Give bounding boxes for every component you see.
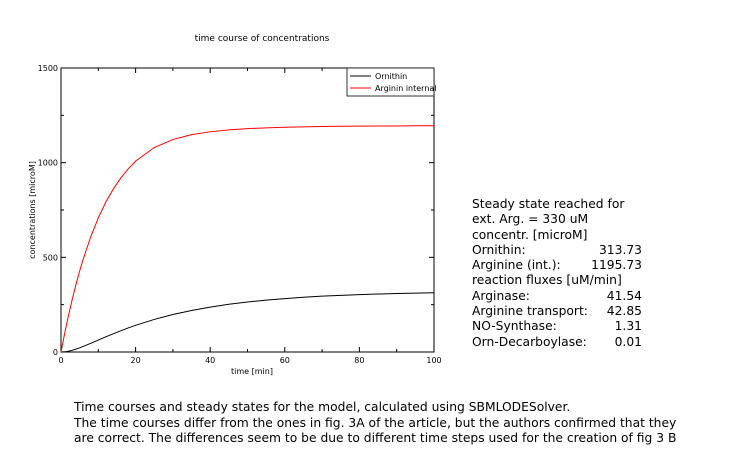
y-tick-label: 1000 — [38, 159, 58, 168]
plot-frame — [60, 67, 435, 353]
figure-caption: Time courses and steady states for the m… — [74, 400, 734, 447]
chart-title: time course of concentrations — [195, 34, 330, 44]
flux-label: Arginase: — [472, 288, 530, 303]
series-layer — [60, 125, 435, 353]
series-line-ornithin — [60, 292, 435, 353]
y-axis-label: concentrations [microM] — [28, 161, 37, 259]
flux-value: 1.31 — [614, 319, 642, 334]
x-tick-label: 40 — [205, 356, 215, 365]
x-axis-label: time [min] — [231, 367, 273, 376]
concentration-heading: concentr. [microM] — [472, 227, 588, 242]
legend-box — [346, 67, 435, 97]
legend: Ornithin Arginin internal — [346, 67, 437, 97]
steady-state-heading: Steady state reached for — [472, 197, 625, 211]
x-tick-label: 20 — [131, 356, 141, 365]
y-tick-label: 1500 — [38, 64, 58, 73]
flux-row-arginase: Arginase: 41.54 — [472, 289, 642, 304]
flux-row-no-synthase: NO-Synthase: 1.31 — [472, 319, 642, 334]
y-tick-label: 500 — [43, 253, 58, 262]
concentration-label: Arginine (int.): — [472, 258, 561, 273]
x-tick-label: 0 — [58, 356, 63, 365]
flux-row-orn-decarboylase: Orn-Decarboylase: 0.01 — [472, 335, 642, 350]
flux-label: Orn-Decarboylase: — [472, 334, 587, 349]
flux-row-arginine-transport: Arginine transport: 42.85 — [472, 304, 642, 319]
concentration-row-ornithin: Ornithin: 313.73 — [472, 243, 642, 258]
flux-label: Arginine transport: — [472, 304, 588, 319]
flux-value: 42.85 — [606, 304, 642, 319]
flux-label: NO-Synthase: — [472, 319, 557, 334]
x-axis-ticks: 0 20 40 60 80 100 — [58, 68, 442, 365]
caption-line: The time courses differ from the ones in… — [74, 415, 677, 430]
flux-heading: reaction fluxes [uM/min] — [472, 273, 622, 288]
y-axis-ticks: 0 500 1000 1500 — [38, 64, 434, 357]
concentration-value: 313.73 — [598, 242, 642, 257]
concentration-label: Ornithin: — [472, 242, 526, 257]
y-tick-label: 0 — [53, 348, 58, 357]
caption-line: Time courses and steady states for the m… — [74, 400, 571, 414]
steady-state-panel: Steady state reached for ext. Arg. = 330… — [472, 197, 642, 350]
x-tick-label: 60 — [280, 356, 290, 365]
legend-label-arginin-internal: Arginin internal — [375, 84, 437, 93]
caption-line: are correct. The differences seem to be … — [74, 431, 677, 446]
x-tick-label: 80 — [354, 356, 364, 365]
concentration-value: 1195.73 — [591, 258, 642, 273]
flux-value: 0.01 — [614, 334, 642, 349]
legend-label-ornithin: Ornithin — [375, 72, 407, 81]
concentration-row-arginine: Arginine (int.): 1195.73 — [472, 258, 642, 273]
x-tick-label: 100 — [426, 356, 441, 365]
external-arginine: ext. Arg. = 330 uM — [472, 212, 589, 227]
flux-value: 41.54 — [606, 288, 642, 303]
series-line-arginin-internal — [60, 125, 434, 353]
